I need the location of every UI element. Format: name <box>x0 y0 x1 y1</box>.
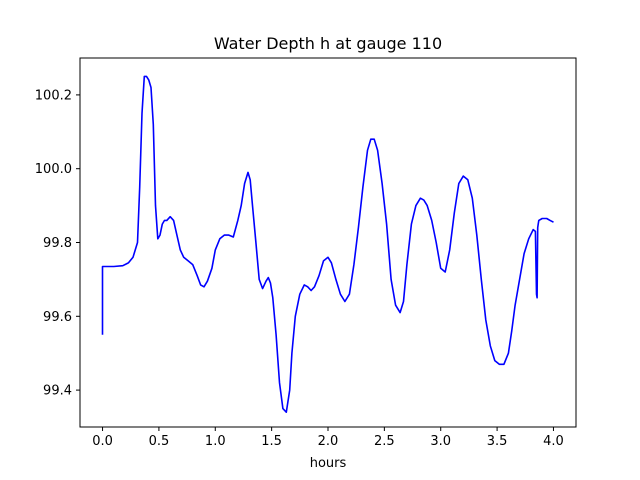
x-axis-label: hours <box>310 456 347 471</box>
x-axis: 0.0 0.5 1.0 1.5 2.0 2.5 3.0 3.5 4.0 <box>92 427 564 449</box>
y-tick-label: 99.4 <box>43 384 72 399</box>
y-tick-label: 99.8 <box>43 236 72 251</box>
y-tick-label: 100.0 <box>35 162 72 177</box>
x-tick-label: 2.5 <box>374 434 395 449</box>
x-tick-label: 1.5 <box>261 434 282 449</box>
series-layer <box>101 75 554 414</box>
x-tick-label: 3.5 <box>487 434 508 449</box>
y-axis: 99.4 99.6 99.8 100.0 100.2 <box>35 88 80 399</box>
x-tick-label: 3.0 <box>430 434 451 449</box>
y-tick-label: 99.6 <box>43 310 72 325</box>
x-tick-label: 0.0 <box>92 434 113 449</box>
y-tick-label: 100.2 <box>35 88 72 103</box>
series-line <box>101 75 554 414</box>
x-tick-label: 0.5 <box>149 434 170 449</box>
plot-area <box>80 58 576 427</box>
chart-title: Water Depth h at gauge 110 <box>214 34 442 53</box>
x-tick-label: 2.0 <box>318 434 339 449</box>
x-tick-label: 4.0 <box>543 434 564 449</box>
x-tick-label: 1.0 <box>205 434 226 449</box>
